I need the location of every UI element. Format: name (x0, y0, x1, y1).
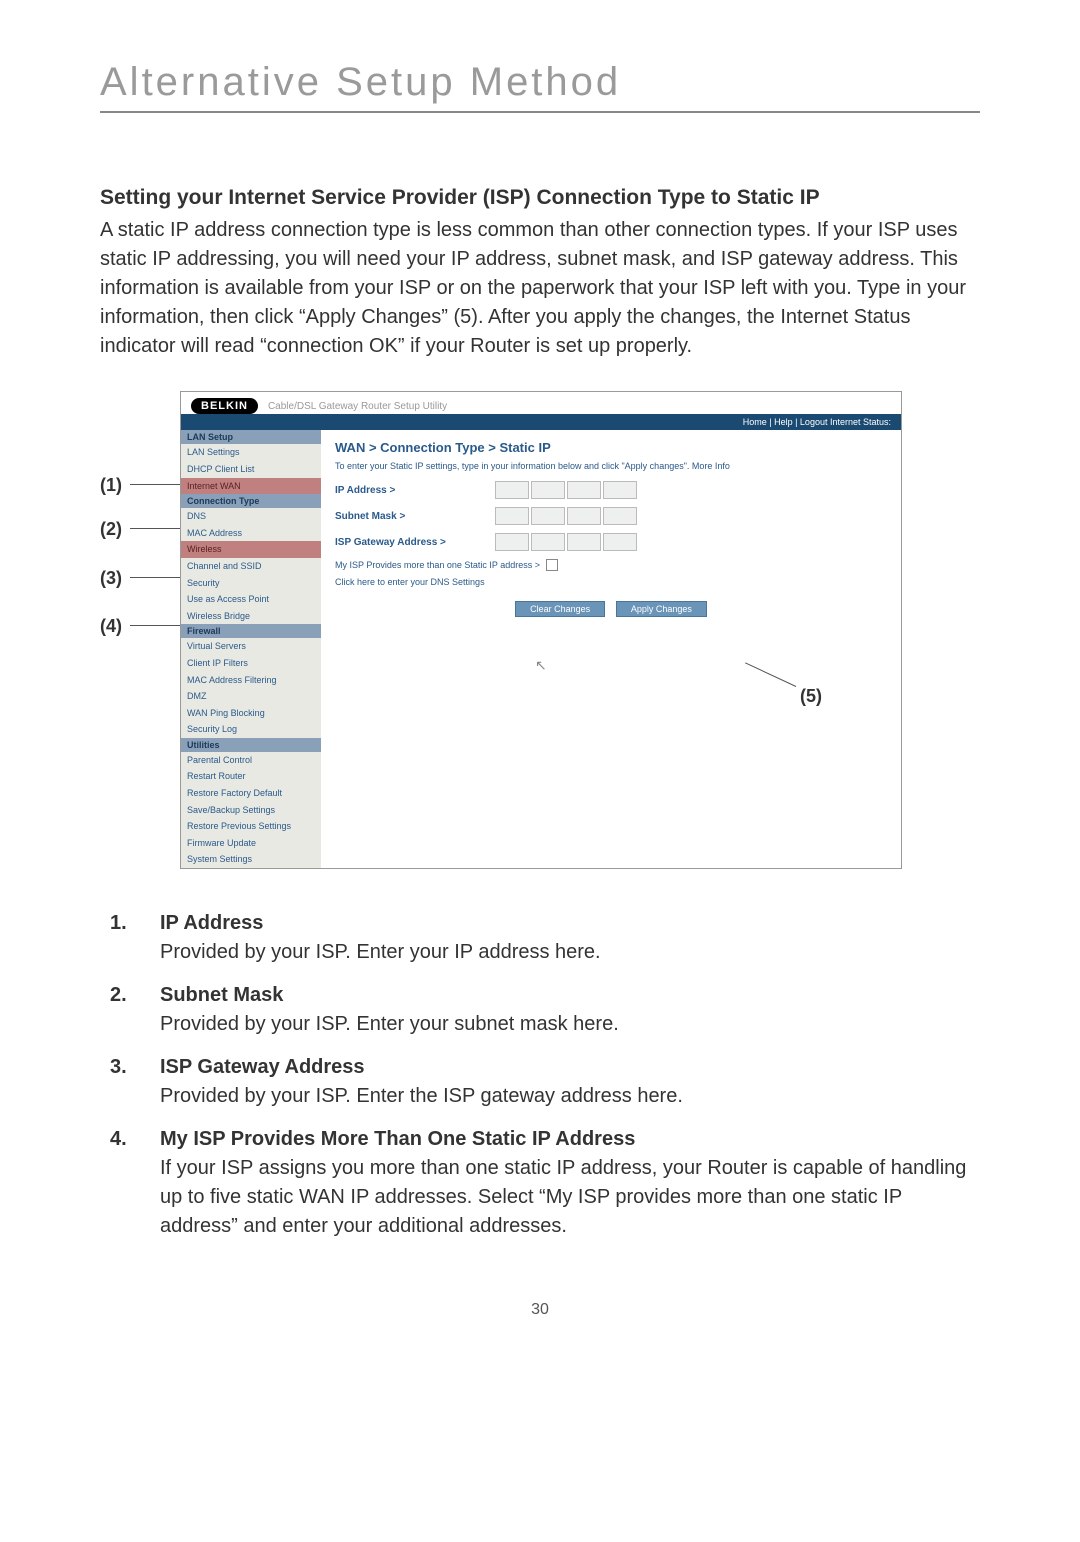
nav-lan-settings[interactable]: LAN Settings (181, 444, 321, 461)
nav-dhcp-client[interactable]: DHCP Client List (181, 461, 321, 478)
field-isp-gateway: ISP Gateway Address > (335, 533, 887, 551)
field-ip-address: IP Address > (335, 481, 887, 499)
label-multi-ip: My ISP Provides more than one Static IP … (335, 560, 540, 570)
definitions-list: IP Address Provided by your ISP. Enter y… (100, 909, 980, 1241)
label-ip-address: IP Address > (335, 485, 485, 496)
term-subnet-mask: Subnet Mask (160, 984, 283, 1006)
body-subnet-mask: Provided by your ISP. Enter your subnet … (160, 1013, 619, 1035)
callout-1-line (130, 484, 180, 485)
router-topbar: Home | Help | Logout Internet Status: (181, 414, 901, 430)
callout-4: (4) (100, 616, 122, 637)
nav-head-conn: Connection Type (181, 494, 321, 508)
callout-5: (5) (800, 686, 822, 707)
def-ip-address: IP Address Provided by your ISP. Enter y… (100, 909, 980, 967)
callout-2-line (130, 528, 180, 529)
def-isp-gateway: ISP Gateway Address Provided by your ISP… (100, 1053, 980, 1111)
nav-firmware[interactable]: Firmware Update (181, 835, 321, 852)
nav-mac-filter[interactable]: MAC Address Filtering (181, 672, 321, 689)
nav-security-log[interactable]: Security Log (181, 721, 321, 738)
nav-restore-default[interactable]: Restore Factory Default (181, 785, 321, 802)
nav-wireless-bridge[interactable]: Wireless Bridge (181, 608, 321, 625)
nav-wan-ping[interactable]: WAN Ping Blocking (181, 705, 321, 722)
nav-virtual-servers[interactable]: Virtual Servers (181, 638, 321, 655)
nav-save-backup[interactable]: Save/Backup Settings (181, 802, 321, 819)
def-subnet-mask: Subnet Mask Provided by your ISP. Enter … (100, 981, 980, 1039)
section-heading: Setting your Internet Service Provider (… (100, 183, 980, 212)
callout-3: (3) (100, 568, 122, 589)
callout-1: (1) (100, 475, 122, 496)
button-row: Clear Changes Apply Changes (335, 601, 887, 617)
body-ip-address: Provided by your ISP. Enter your IP addr… (160, 941, 601, 963)
belkin-logo: BELKIN (191, 398, 258, 414)
nav-internet-wan[interactable]: Internet WAN (181, 478, 321, 495)
router-header: BELKIN Cable/DSL Gateway Router Setup Ut… (181, 392, 901, 414)
nav-head-firewall: Firewall (181, 624, 321, 638)
term-multi-ip: My ISP Provides More Than One Static IP … (160, 1128, 635, 1150)
intro-paragraph: A static IP address connection type is l… (100, 216, 980, 361)
def-multi-ip: My ISP Provides More Than One Static IP … (100, 1125, 980, 1241)
label-subnet-mask: Subnet Mask > (335, 511, 485, 522)
router-main: WAN > Connection Type > Static IP To ent… (321, 430, 901, 868)
field-subnet-mask: Subnet Mask > (335, 507, 887, 525)
nav-security[interactable]: Security (181, 575, 321, 592)
clear-changes-button[interactable]: Clear Changes (515, 601, 605, 617)
callout-4-line (130, 625, 180, 626)
nav-mac[interactable]: MAC Address (181, 525, 321, 542)
router-nav: LAN Setup LAN Settings DHCP Client List … (181, 430, 321, 868)
isp-gateway-input[interactable] (495, 533, 637, 551)
nav-access-point[interactable]: Use as Access Point (181, 591, 321, 608)
ip-address-input[interactable] (495, 481, 637, 499)
term-ip-address: IP Address (160, 912, 263, 934)
nav-channel-ssid[interactable]: Channel and SSID (181, 558, 321, 575)
main-instr: To enter your Static IP settings, type i… (335, 461, 887, 471)
page-number: 30 (100, 1301, 980, 1319)
nav-system[interactable]: System Settings (181, 851, 321, 868)
dns-link[interactable]: Click here to enter your DNS Settings (335, 577, 887, 587)
body-isp-gateway: Provided by your ISP. Enter the ISP gate… (160, 1085, 683, 1107)
apply-changes-button[interactable]: Apply Changes (616, 601, 707, 617)
body-multi-ip: If your ISP assigns you more than one st… (160, 1157, 966, 1237)
cursor-icon: ↖ (535, 657, 1080, 674)
router-panel: BELKIN Cable/DSL Gateway Router Setup Ut… (180, 391, 902, 869)
term-isp-gateway: ISP Gateway Address (160, 1056, 365, 1078)
nav-head-utilities: Utilities (181, 738, 321, 752)
nav-restore-prev[interactable]: Restore Previous Settings (181, 818, 321, 835)
main-title: WAN > Connection Type > Static IP (335, 440, 887, 455)
callout-2: (2) (100, 519, 122, 540)
nav-parental[interactable]: Parental Control (181, 752, 321, 769)
multi-ip-row: My ISP Provides more than one Static IP … (335, 559, 887, 571)
nav-wireless[interactable]: Wireless (181, 541, 321, 558)
nav-restart[interactable]: Restart Router (181, 768, 321, 785)
callout-3-line (130, 577, 180, 578)
router-subhead: Cable/DSL Gateway Router Setup Utility (268, 401, 447, 412)
router-body: LAN Setup LAN Settings DHCP Client List … (181, 430, 901, 868)
multi-ip-checkbox[interactable] (546, 559, 558, 571)
nav-dmz[interactable]: DMZ (181, 688, 321, 705)
nav-client-ip[interactable]: Client IP Filters (181, 655, 321, 672)
router-screenshot: (1) (2) (3) (4) BELKIN Cable/DSL Gateway… (100, 391, 980, 869)
label-isp-gateway: ISP Gateway Address > (335, 537, 485, 548)
subnet-mask-input[interactable] (495, 507, 637, 525)
page-title: Alternative Setup Method (100, 60, 980, 105)
title-rule (100, 111, 980, 113)
nav-dns[interactable]: DNS (181, 508, 321, 525)
nav-head-lan: LAN Setup (181, 430, 321, 444)
